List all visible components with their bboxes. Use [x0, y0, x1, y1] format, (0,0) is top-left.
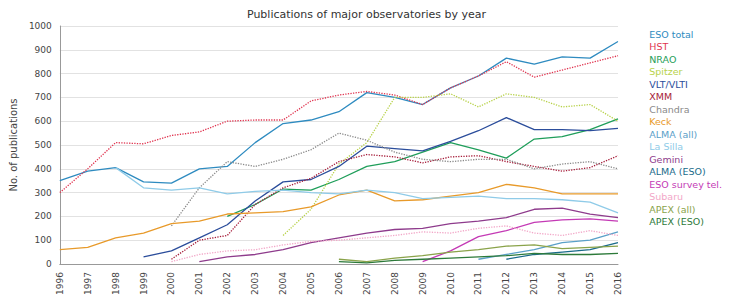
svg-text:ALMA (all): ALMA (all): [649, 129, 697, 140]
svg-text:Publications of major observat: Publications of major observatories by y…: [247, 8, 487, 21]
svg-text:2003: 2003: [250, 272, 260, 295]
svg-text:2013: 2013: [529, 272, 539, 295]
svg-text:NRAO: NRAO: [649, 54, 676, 65]
svg-text:400: 400: [35, 164, 52, 174]
svg-text:1000: 1000: [29, 21, 52, 31]
svg-text:ALMA (ESO): ALMA (ESO): [649, 166, 705, 177]
svg-text:2001: 2001: [194, 272, 204, 295]
svg-text:0: 0: [46, 259, 52, 269]
svg-text:700: 700: [35, 92, 52, 102]
svg-text:Spitzer: Spitzer: [649, 66, 682, 77]
svg-text:2002: 2002: [222, 272, 232, 295]
svg-text:2015: 2015: [585, 272, 595, 295]
svg-text:900: 900: [35, 45, 52, 55]
svg-text:1998: 1998: [111, 272, 121, 295]
svg-text:1997: 1997: [83, 272, 93, 295]
svg-text:No. of publications: No. of publications: [8, 98, 19, 191]
svg-text:VLT/VLTI: VLT/VLTI: [649, 79, 688, 90]
svg-text:HST: HST: [649, 41, 668, 52]
svg-text:800: 800: [35, 69, 52, 79]
svg-text:1996: 1996: [55, 272, 65, 295]
svg-text:2004: 2004: [278, 272, 288, 295]
svg-text:ESO total: ESO total: [649, 29, 693, 40]
svg-text:500: 500: [35, 140, 52, 150]
svg-text:APEX (ESO): APEX (ESO): [649, 216, 704, 227]
svg-text:2016: 2016: [613, 272, 623, 295]
svg-text:Keck: Keck: [649, 116, 672, 127]
svg-text:1999: 1999: [139, 272, 149, 295]
svg-text:Gemini: Gemini: [649, 154, 683, 165]
svg-text:APEX (all): APEX (all): [649, 204, 695, 215]
svg-text:600: 600: [35, 116, 52, 126]
svg-text:2005: 2005: [306, 272, 316, 295]
svg-text:2008: 2008: [390, 272, 400, 295]
svg-text:100: 100: [35, 235, 52, 245]
svg-text:ESO survey tel.: ESO survey tel.: [649, 179, 722, 190]
svg-text:La Silla: La Silla: [649, 141, 683, 152]
svg-text:2000: 2000: [166, 272, 176, 295]
svg-text:200: 200: [35, 211, 52, 221]
svg-text:2007: 2007: [362, 272, 372, 295]
svg-text:2006: 2006: [334, 272, 344, 295]
svg-text:Subaru: Subaru: [649, 191, 683, 202]
svg-text:XMM: XMM: [649, 91, 672, 102]
svg-text:2009: 2009: [418, 272, 428, 295]
svg-text:2014: 2014: [557, 272, 567, 295]
svg-text:2010: 2010: [446, 272, 456, 295]
svg-text:2011: 2011: [473, 272, 483, 295]
svg-text:2012: 2012: [501, 272, 511, 295]
svg-text:300: 300: [35, 188, 52, 198]
svg-text:Chandra: Chandra: [649, 104, 689, 115]
